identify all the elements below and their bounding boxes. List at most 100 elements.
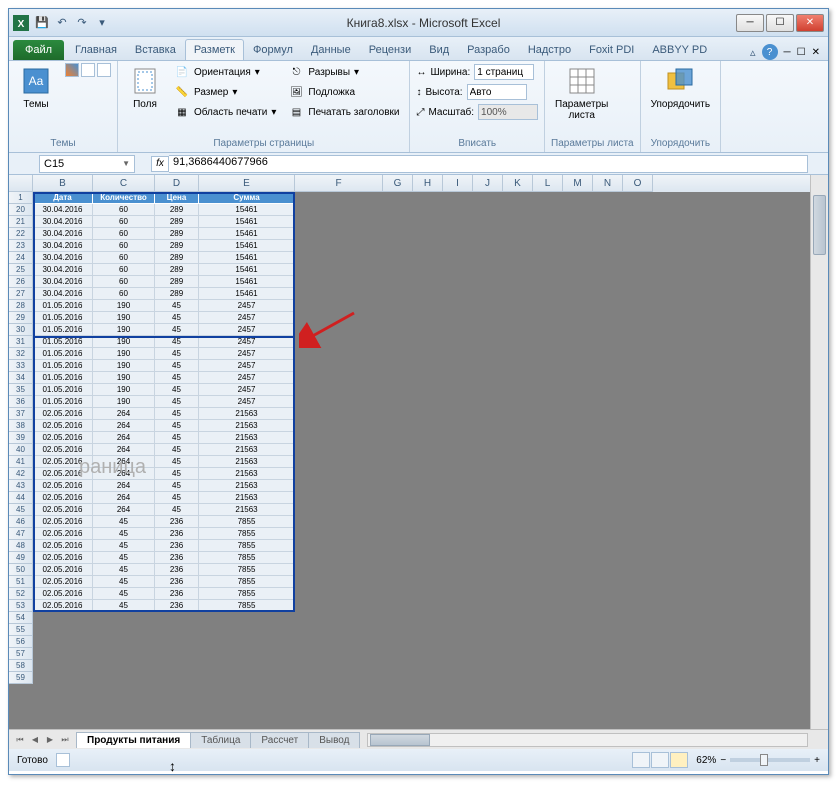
- col-header-E[interactable]: E: [199, 175, 295, 192]
- table-cell[interactable]: 01.05.2016: [33, 384, 93, 396]
- orientation-button[interactable]: 📄Ориентация ▾: [170, 63, 280, 81]
- table-cell[interactable]: 30.04.2016: [33, 252, 93, 264]
- fx-icon[interactable]: fx: [151, 156, 169, 172]
- table-cell[interactable]: 02.05.2016: [33, 432, 93, 444]
- table-cell[interactable]: 264: [93, 480, 155, 492]
- row-header[interactable]: 28: [9, 300, 33, 312]
- table-cell[interactable]: 01.05.2016: [33, 396, 93, 408]
- table-cell[interactable]: 7855: [199, 552, 295, 564]
- table-cell[interactable]: 7855: [199, 588, 295, 600]
- table-cell[interactable]: 02.05.2016: [33, 528, 93, 540]
- table-cell[interactable]: 45: [155, 324, 199, 336]
- table-cell[interactable]: 60: [93, 276, 155, 288]
- ribbon-minimize-icon[interactable]: ▵: [750, 46, 756, 59]
- col-header-J[interactable]: J: [473, 175, 503, 192]
- col-header-G[interactable]: G: [383, 175, 413, 192]
- undo-button[interactable]: ↶: [53, 14, 71, 32]
- zoom-in[interactable]: +: [814, 755, 820, 766]
- row-header[interactable]: 22: [9, 228, 33, 240]
- table-cell[interactable]: 15461: [199, 252, 295, 264]
- table-cell[interactable]: 21563: [199, 468, 295, 480]
- sheet-tab[interactable]: Продукты питания: [76, 732, 191, 748]
- table-cell[interactable]: 21563: [199, 480, 295, 492]
- minimize-button[interactable]: ─: [736, 14, 764, 32]
- tab-nav-last[interactable]: ⏭: [58, 733, 72, 747]
- row-header[interactable]: 25: [9, 264, 33, 276]
- table-cell[interactable]: 30.04.2016: [33, 288, 93, 300]
- table-cell[interactable]: 15461: [199, 240, 295, 252]
- table-cell[interactable]: 21563: [199, 432, 295, 444]
- breaks-button[interactable]: ⎋Разрывы ▾: [284, 63, 403, 81]
- table-cell[interactable]: 45: [155, 336, 199, 348]
- margins-button[interactable]: Поля: [124, 63, 166, 112]
- row-header[interactable]: 38: [9, 420, 33, 432]
- theme-fonts-icon[interactable]: [81, 63, 95, 77]
- table-cell[interactable]: 45: [155, 348, 199, 360]
- arrange-button[interactable]: Упорядочить: [647, 63, 715, 112]
- table-cell[interactable]: 2457: [199, 336, 295, 348]
- table-cell[interactable]: 02.05.2016: [33, 516, 93, 528]
- table-cell[interactable]: 236: [155, 528, 199, 540]
- table-cell[interactable]: 21563: [199, 492, 295, 504]
- row-header[interactable]: 33: [9, 360, 33, 372]
- tab-review[interactable]: Рецензи: [360, 39, 421, 60]
- sheet-tab[interactable]: Вывод: [308, 732, 360, 748]
- table-cell[interactable]: 01.05.2016: [33, 324, 93, 336]
- table-cell[interactable]: 7855: [199, 576, 295, 588]
- table-cell[interactable]: 45: [155, 396, 199, 408]
- row-header[interactable]: 54: [9, 612, 33, 624]
- tab-layout[interactable]: Разметк: [185, 39, 244, 60]
- row-header[interactable]: 34: [9, 372, 33, 384]
- table-cell[interactable]: 264: [93, 432, 155, 444]
- table-cell[interactable]: 2457: [199, 300, 295, 312]
- table-cell[interactable]: 02.05.2016: [33, 564, 93, 576]
- table-cell[interactable]: 7855: [199, 516, 295, 528]
- doc-close-icon[interactable]: ✕: [812, 47, 820, 58]
- row-header[interactable]: 26: [9, 276, 33, 288]
- col-header-I[interactable]: I: [443, 175, 473, 192]
- name-box[interactable]: C15▼: [39, 155, 135, 173]
- help-icon[interactable]: ?: [762, 44, 778, 60]
- row-header[interactable]: 49: [9, 552, 33, 564]
- table-cell[interactable]: 264: [93, 420, 155, 432]
- table-cell[interactable]: 236: [155, 564, 199, 576]
- row-header[interactable]: 40: [9, 444, 33, 456]
- row-header[interactable]: 55: [9, 624, 33, 636]
- table-header-cell[interactable]: Цена: [155, 192, 199, 204]
- row-header[interactable]: 31: [9, 336, 33, 348]
- table-cell[interactable]: 45: [93, 576, 155, 588]
- row-header[interactable]: 1: [9, 192, 33, 204]
- table-cell[interactable]: 45: [155, 504, 199, 516]
- table-cell[interactable]: 01.05.2016: [33, 348, 93, 360]
- table-cell[interactable]: 01.05.2016: [33, 312, 93, 324]
- table-cell[interactable]: 15461: [199, 288, 295, 300]
- table-cell[interactable]: 289: [155, 288, 199, 300]
- table-cell[interactable]: 45: [93, 528, 155, 540]
- table-cell[interactable]: 02.05.2016: [33, 600, 93, 612]
- table-cell[interactable]: 190: [93, 384, 155, 396]
- table-cell[interactable]: 02.05.2016: [33, 420, 93, 432]
- sheet-tab[interactable]: Таблица: [190, 732, 251, 748]
- table-cell[interactable]: 30.04.2016: [33, 276, 93, 288]
- print-titles-button[interactable]: ▤Печатать заголовки: [284, 103, 403, 121]
- table-cell[interactable]: 01.05.2016: [33, 300, 93, 312]
- row-header[interactable]: 37: [9, 408, 33, 420]
- save-button[interactable]: 💾: [33, 14, 51, 32]
- row-header[interactable]: 52: [9, 588, 33, 600]
- row-header[interactable]: 46: [9, 516, 33, 528]
- table-cell[interactable]: 190: [93, 396, 155, 408]
- row-header[interactable]: 27: [9, 288, 33, 300]
- table-cell[interactable]: 190: [93, 300, 155, 312]
- table-cell[interactable]: 190: [93, 312, 155, 324]
- table-cell[interactable]: 45: [155, 432, 199, 444]
- row-header[interactable]: 21: [9, 216, 33, 228]
- view-normal[interactable]: [632, 752, 650, 768]
- table-cell[interactable]: 236: [155, 588, 199, 600]
- row-header[interactable]: 44: [9, 492, 33, 504]
- table-cell[interactable]: 2457: [199, 324, 295, 336]
- table-cell[interactable]: 45: [155, 312, 199, 324]
- row-header[interactable]: 41: [9, 456, 33, 468]
- col-header-L[interactable]: L: [533, 175, 563, 192]
- table-cell[interactable]: 15461: [199, 264, 295, 276]
- row-header[interactable]: 51: [9, 576, 33, 588]
